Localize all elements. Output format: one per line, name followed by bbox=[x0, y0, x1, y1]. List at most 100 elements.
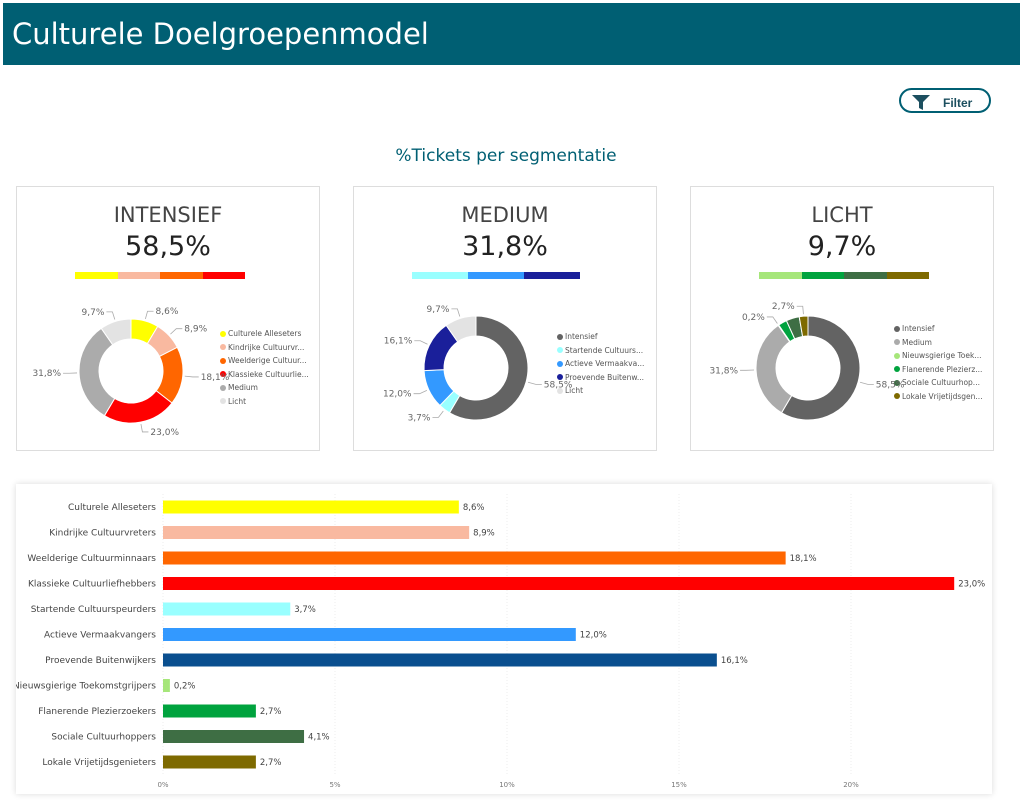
legend-item[interactable]: Proevende Buitenw... bbox=[557, 373, 644, 387]
legend-item[interactable]: Startende Cultuurs... bbox=[557, 346, 644, 360]
donut-slice[interactable] bbox=[78, 327, 116, 417]
leader-line bbox=[796, 305, 804, 315]
color-strip bbox=[412, 272, 580, 279]
legend-item[interactable]: Intensief bbox=[894, 324, 983, 338]
card-title: MEDIUM bbox=[461, 203, 549, 227]
legend-dot-icon bbox=[894, 325, 900, 332]
slice-label: 2,7% bbox=[772, 302, 795, 312]
x-tick-label: 5% bbox=[329, 781, 340, 789]
color-strip bbox=[759, 272, 929, 279]
legend-item[interactable]: Licht bbox=[557, 386, 644, 400]
legend-item[interactable]: Weelderige Cultuur... bbox=[220, 356, 309, 370]
bar-value-label: 16,1% bbox=[721, 656, 748, 666]
slice-label: 23,0% bbox=[150, 428, 179, 438]
x-tick-label: 0% bbox=[157, 781, 168, 789]
bar-klassieke-cultuurliefhebbers[interactable] bbox=[163, 577, 955, 590]
donut-chart: 58,5% 31,8% 0,2% 2,7% bbox=[709, 302, 905, 421]
bar-lokale-vrijetijdsgenieters[interactable] bbox=[163, 755, 256, 769]
filter-label: Filter bbox=[943, 96, 973, 110]
legend-item[interactable]: Medium bbox=[894, 338, 983, 352]
app-header: Culturele Doelgroepenmodel bbox=[3, 3, 1020, 65]
legend-label: Intensief bbox=[565, 332, 598, 341]
bar-value-label: 0,2% bbox=[174, 682, 196, 692]
bar-proevende-buitenwijkers[interactable] bbox=[163, 653, 717, 667]
donut-slice[interactable] bbox=[798, 315, 809, 338]
legend-label: Startende Cultuurs... bbox=[565, 345, 644, 355]
color-strip bbox=[75, 272, 245, 279]
bar-value-label: 3,7% bbox=[294, 605, 316, 615]
donut-card-intensief: INTENSIEF 58,5% Culturele Alleseters Kind… bbox=[16, 186, 320, 451]
donut-slice[interactable] bbox=[103, 390, 173, 424]
slice-label: 16,1% bbox=[384, 337, 413, 347]
strip-segment bbox=[117, 272, 160, 279]
legend-item[interactable]: Licht bbox=[220, 397, 309, 411]
donut-card-licht: LICHT 9,7% Intensief Medium Nieuwsgierige … bbox=[690, 186, 994, 451]
legend-dot-icon bbox=[220, 357, 226, 364]
slice-label: 31,8% bbox=[32, 369, 61, 379]
legend-label: Nieuwsgierige Toek... bbox=[902, 351, 982, 360]
bar-kindrijke-cultuurvreters[interactable] bbox=[163, 526, 470, 539]
bar-weelderige-cultuurminnaars[interactable] bbox=[163, 551, 786, 565]
card-title: INTENSIEF bbox=[113, 203, 223, 227]
legend-label: Weelderige Cultuur... bbox=[228, 356, 307, 365]
legend-dot-icon bbox=[894, 339, 900, 345]
legend-item[interactable]: Nieuwsgierige Toek... bbox=[894, 351, 983, 365]
legend-item[interactable]: Actieve Vermaakva... bbox=[557, 359, 644, 373]
slice-label: 0,2% bbox=[742, 313, 765, 323]
donut-legend: Intensief Startende Cultuurs... Actieve Ve… bbox=[557, 332, 644, 400]
slice-label: 3,7% bbox=[408, 413, 431, 423]
leader-line bbox=[527, 381, 542, 385]
bar-value-label: 12,0% bbox=[580, 631, 607, 641]
bar-sociale-cultuurhoppers[interactable] bbox=[163, 730, 305, 743]
x-tick-label: 20% bbox=[843, 781, 859, 789]
legend-item[interactable]: Kindrijke Cultuurvr... bbox=[220, 343, 309, 357]
strip-segment bbox=[75, 272, 118, 279]
strip-segment bbox=[844, 272, 887, 279]
legend-label: Licht bbox=[228, 396, 247, 406]
donut-slice[interactable] bbox=[755, 324, 793, 414]
legend-item[interactable]: Sociale Cultuurhop... bbox=[894, 378, 983, 392]
category-label: Startende Cultuurspeurders bbox=[31, 605, 157, 615]
legend-dot-icon bbox=[220, 371, 226, 377]
bar-value-label: 18,1% bbox=[790, 554, 817, 564]
legend-dot-icon bbox=[557, 347, 563, 353]
leader-line bbox=[140, 424, 149, 433]
legend-item[interactable]: Medium bbox=[220, 383, 309, 397]
strip-segment bbox=[759, 272, 802, 279]
slice-label: 8,6% bbox=[156, 307, 179, 317]
bar-culturele-alleseters[interactable] bbox=[163, 500, 459, 514]
filter-button[interactable]: Filter bbox=[899, 88, 991, 113]
legend-item[interactable]: Klassieke Cultuurlie... bbox=[220, 370, 309, 384]
category-label: Proevende Buitenwijkers bbox=[45, 656, 156, 666]
legend-label: Culturele Alleseters bbox=[228, 329, 302, 338]
legend-dot-icon bbox=[894, 393, 900, 399]
donut-slice[interactable] bbox=[445, 315, 477, 343]
legend-label: Medium bbox=[228, 383, 258, 392]
category-label: Kindrijke Cultuurvreters bbox=[49, 529, 156, 539]
bar-actieve-vermaakvangers[interactable] bbox=[163, 628, 576, 641]
bar-startende-cultuurspeurders[interactable] bbox=[163, 602, 291, 616]
leader-line bbox=[145, 310, 154, 320]
slice-label: 58,5% bbox=[876, 380, 905, 390]
bar-value-label: 4,1% bbox=[308, 733, 330, 743]
x-tick-label: 15% bbox=[671, 781, 687, 789]
category-label: Weelderige Cultuurminnaars bbox=[27, 554, 156, 564]
legend-item[interactable]: Flanerende Plezierz... bbox=[894, 365, 983, 379]
donut-slice[interactable] bbox=[100, 318, 132, 346]
bar-value-label: 8,9% bbox=[473, 529, 495, 539]
card-percentage: 58,5% bbox=[125, 231, 211, 262]
donut-slice[interactable] bbox=[780, 315, 861, 421]
leader-line bbox=[413, 390, 428, 395]
legend-item[interactable]: Intensief bbox=[557, 332, 644, 346]
category-label: Culturele Alleseters bbox=[68, 503, 156, 513]
legend-item[interactable]: Lokale Vrijetijdsgen... bbox=[894, 392, 983, 406]
slice-label: 18,1% bbox=[201, 373, 230, 383]
legend-label: Actieve Vermaakva... bbox=[565, 359, 645, 368]
bar-nieuwsgierige-toekomstgrijpers[interactable] bbox=[163, 679, 170, 692]
bar-flanerende-plezierzoekers[interactable] bbox=[163, 704, 256, 718]
legend-label: Sociale Cultuurhop... bbox=[902, 378, 980, 387]
category-label: Lokale Vrijetijdsgenieters bbox=[42, 758, 156, 768]
donut-slice[interactable] bbox=[448, 315, 529, 421]
legend-item[interactable]: Culturele Alleseters bbox=[220, 329, 309, 343]
leader-line bbox=[414, 340, 428, 345]
